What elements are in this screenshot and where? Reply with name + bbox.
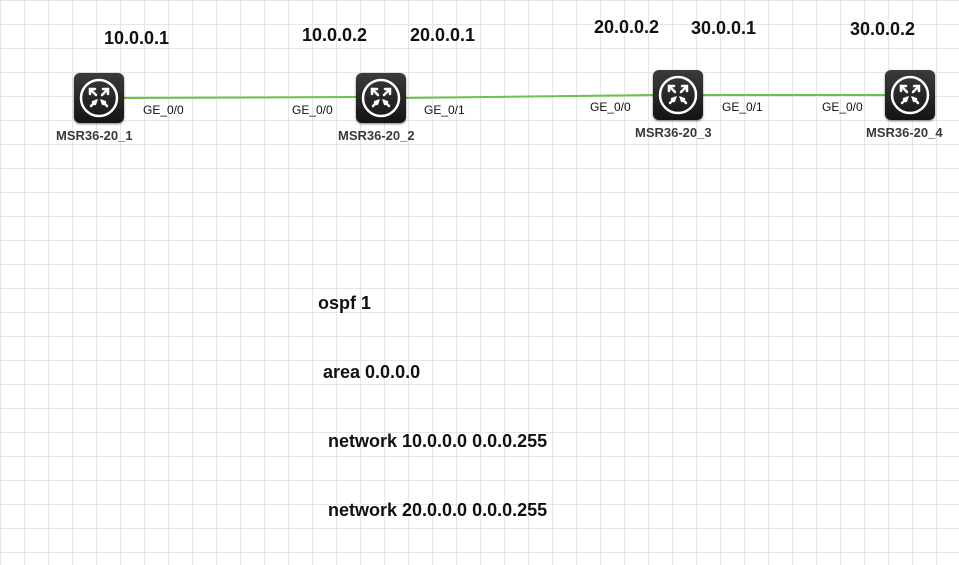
router-msr36-20-3[interactable] [653, 70, 703, 120]
ip-label-r3-ge0-0: 20.0.0.2 [594, 17, 660, 37]
port-label-r2-ge0-1: GE_0/1 [424, 103, 465, 117]
link-r1-r2[interactable] [123, 96, 358, 99]
ip-label-r1-ge0-0: 10.0.0.1 [104, 28, 170, 48]
port-label-r3-ge0-1: GE_0/1 [722, 100, 763, 114]
router-icon [79, 78, 119, 118]
router-msr36-20-4[interactable] [885, 70, 935, 120]
port-label-r1-ge0-0: GE_0/0 [143, 103, 184, 117]
router-icon [890, 75, 930, 115]
config-line: network 20.0.0.0 0.0.0.255 [318, 500, 548, 520]
ip-label-r4-ge0-0: 30.0.0.2 [850, 19, 916, 39]
config-line: area 0.0.0.0 [318, 362, 421, 382]
port-label-r2-ge0-0: GE_0/0 [292, 103, 333, 117]
router-icon [361, 78, 401, 118]
device-label-msr36-20-3: MSR36-20_3 [635, 125, 712, 140]
config-line: network 10.0.0.0 0.0.0.255 [318, 431, 548, 451]
config-line: ospf 1 [318, 293, 372, 313]
link-r2-r3[interactable] [404, 94, 656, 99]
ip-label-r2-ge0-0: 10.0.0.2 [302, 25, 368, 45]
ip-label-r3-ge0-1: 30.0.0.1 [691, 18, 757, 38]
device-label-msr36-20-1: MSR36-20_1 [56, 128, 133, 143]
device-label-msr36-20-2: MSR36-20_2 [338, 128, 415, 143]
device-label-msr36-20-4: MSR36-20_4 [866, 125, 943, 140]
port-label-r4-ge0-0: GE_0/0 [822, 100, 863, 114]
port-label-r3-ge0-0: GE_0/0 [590, 100, 631, 114]
router-icon [658, 75, 698, 115]
ip-label-r2-ge0-1: 20.0.0.1 [410, 25, 476, 45]
router-msr36-20-2[interactable] [356, 73, 406, 123]
router-msr36-20-1[interactable] [74, 73, 124, 123]
ospf-config-text: ospf 1 area 0.0.0.0 network 10.0.0.0 0.0… [318, 246, 547, 545]
